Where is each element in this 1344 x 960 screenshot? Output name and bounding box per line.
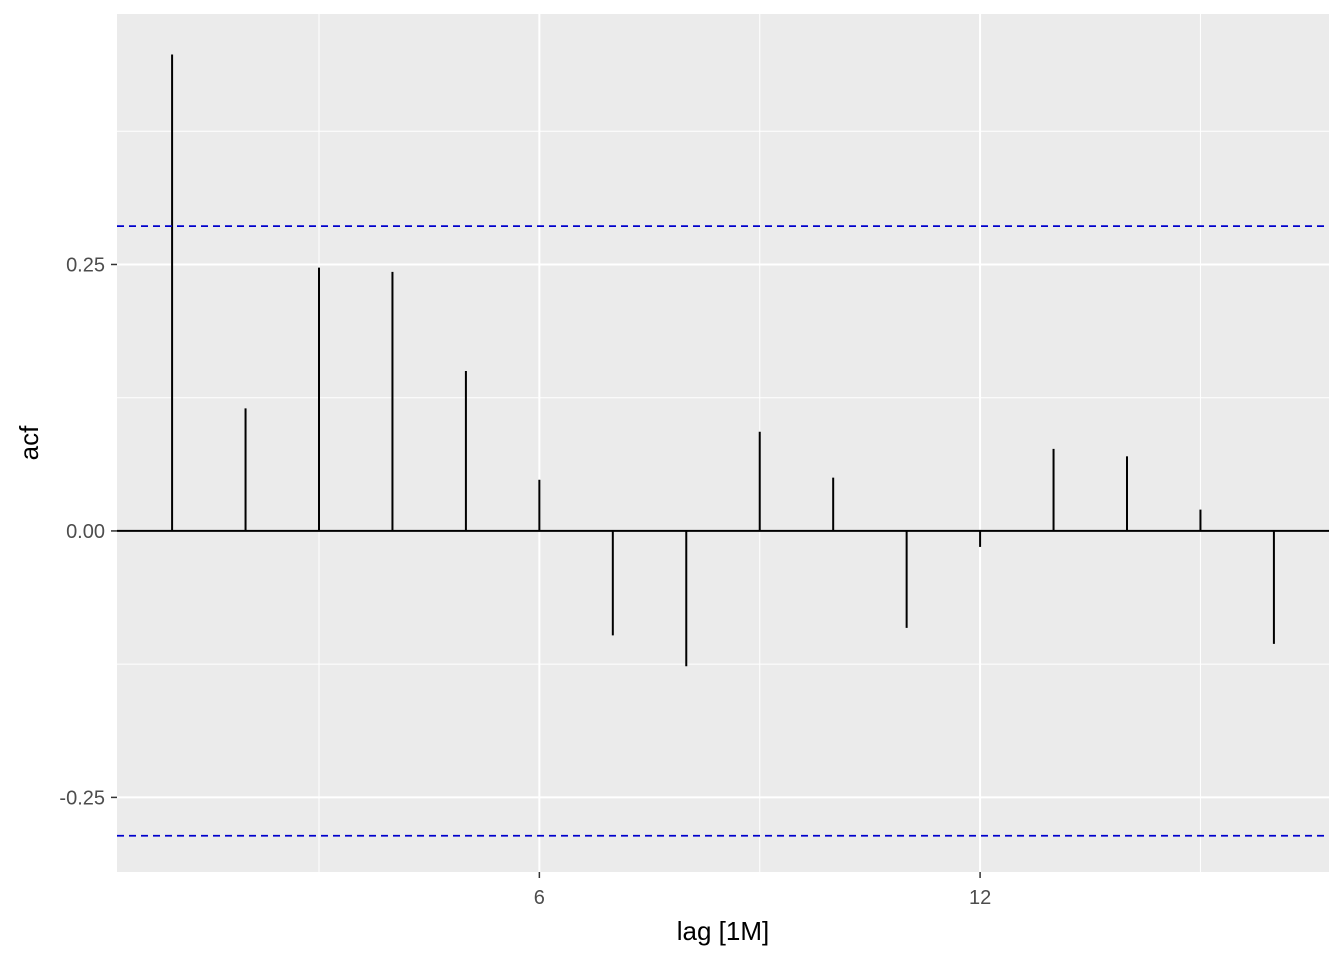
y-tick-label-2: 0.25 [66, 254, 105, 276]
y-tick-label-1: 0.00 [66, 521, 105, 543]
panel-background [117, 14, 1329, 872]
x-tick-label-0: 6 [534, 887, 545, 909]
acf-bars [171, 54, 1275, 667]
y-tick-label-0: -0.25 [59, 787, 105, 809]
x-axis-title: lag [1M] [677, 916, 770, 946]
confidence-bounds [117, 225, 1329, 837]
x-tick-label-1: 12 [969, 887, 991, 909]
y-axis-ticks: -0.25 0.00 0.25 [59, 254, 117, 809]
y-axis-title: acf [14, 425, 44, 460]
x-axis-ticks: 6 12 [534, 872, 991, 909]
